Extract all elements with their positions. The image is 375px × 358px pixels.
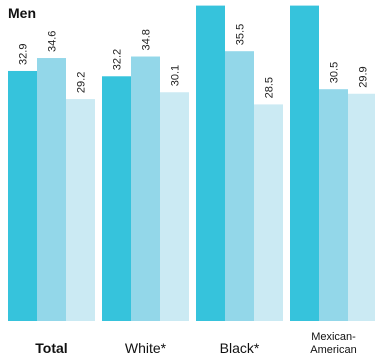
value-label: 29.9 xyxy=(358,66,370,87)
value-label: 30.1 xyxy=(170,65,182,86)
value-label: 30.5 xyxy=(329,62,341,83)
value-label: 34.6 xyxy=(47,31,59,52)
bar-white-2 xyxy=(131,56,160,322)
bar-black-3 xyxy=(254,104,283,322)
category-label: American xyxy=(310,344,356,356)
category-label: Black* xyxy=(220,340,260,356)
bar-mexican-american-3 xyxy=(348,93,375,321)
bar-total-2 xyxy=(37,58,66,321)
bar-total-1 xyxy=(8,70,37,322)
value-labels-group: 32.934.629.232.234.830.135.528.5430.529.… xyxy=(18,24,370,99)
bar-white-3 xyxy=(160,92,189,322)
value-label: 34.8 xyxy=(141,29,153,50)
bar-mexican-american-2 xyxy=(319,89,348,321)
bar-white-1 xyxy=(102,76,131,321)
value-label: 35.5 xyxy=(235,24,247,45)
value-label: 32.9 xyxy=(18,44,30,65)
chart-title: Men xyxy=(8,5,36,21)
bar-total-3 xyxy=(66,99,95,321)
category-label: Total xyxy=(35,340,67,356)
category-label: White* xyxy=(125,340,167,356)
value-label: 28.5 xyxy=(264,77,276,98)
category-labels-group: Total White* Black* Mexican-American xyxy=(35,331,356,356)
category-label: Mexican- xyxy=(311,331,356,343)
value-label: 32.2 xyxy=(112,49,124,70)
value-label: 29.2 xyxy=(76,72,88,93)
bar-black-2 xyxy=(225,51,254,321)
bar-mexican-american-1 xyxy=(290,5,319,321)
bars-group xyxy=(8,5,375,322)
bar-black-1 xyxy=(196,5,225,321)
